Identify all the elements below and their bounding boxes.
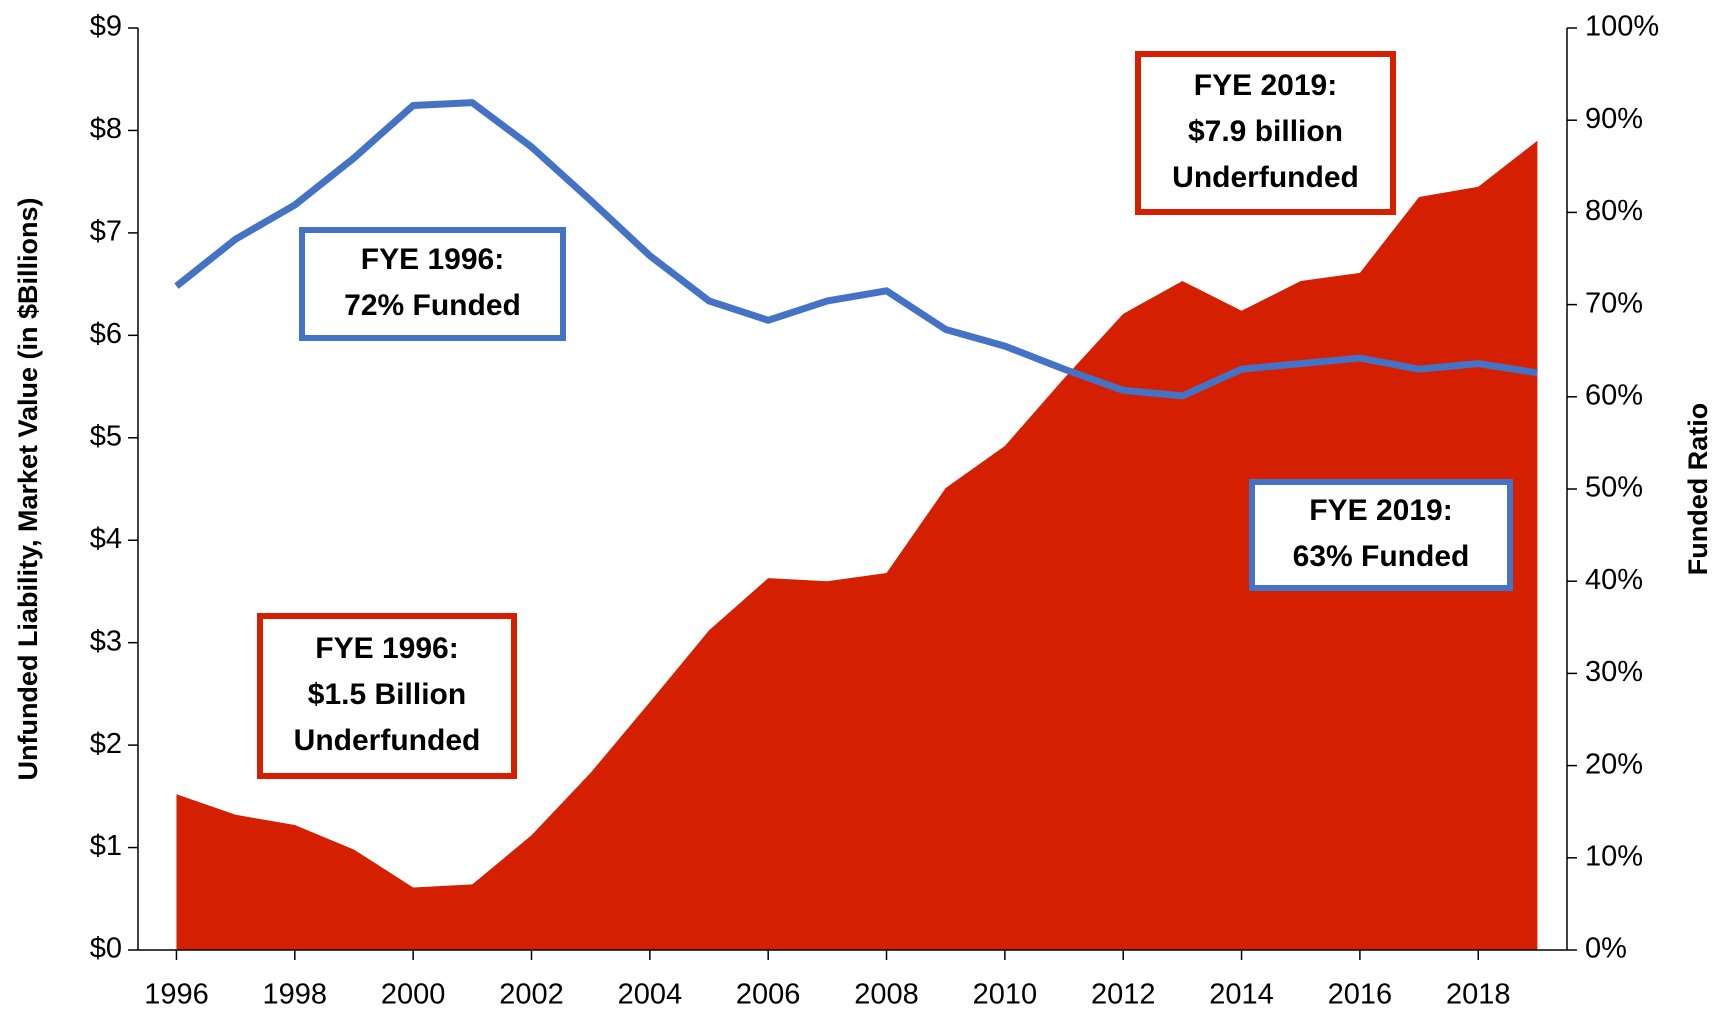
x-tick-label: 2006 [736, 979, 801, 1011]
annotation-box [1249, 479, 1513, 591]
y-tick-label: $9 [90, 11, 122, 43]
y2-tick-label: 0% [1585, 933, 1627, 965]
annotation-text: 72% Funded [344, 289, 521, 322]
x-tick-label: 2012 [1091, 979, 1156, 1011]
x-tick-label: 2010 [973, 979, 1038, 1011]
annotation-text: FYE 2019: [1309, 494, 1452, 527]
x-tick-label: 2002 [499, 979, 564, 1011]
annotation-box [1135, 51, 1396, 215]
y-tick-label: $2 [90, 728, 122, 760]
x-tick-label: 2004 [618, 979, 683, 1011]
annotation: FYE 1996: $1.5 Billion Underfunded [257, 613, 517, 779]
y2-axis-title: Funded Ratio [1683, 403, 1713, 575]
x-tick-label: 2014 [1209, 979, 1274, 1011]
area [176, 140, 1538, 950]
annotation-text: FYE 2019: [1194, 69, 1337, 102]
y-tick-label: $8 [90, 113, 122, 145]
y2-tick-label: 80% [1585, 195, 1643, 227]
x-tick-label: 2008 [854, 979, 919, 1011]
y2-tick-label: 60% [1585, 379, 1643, 411]
annotation-box [299, 227, 566, 341]
x-tick-label: 1998 [263, 979, 328, 1011]
annotation-text: 63% Funded [1293, 540, 1470, 573]
y-axis-title: Unfunded Liability, Market Value (in $Bi… [13, 197, 43, 780]
x-tick-label: 1996 [144, 979, 209, 1011]
annotation-text: Underfunded [294, 724, 481, 757]
x-tick-label: 2016 [1328, 979, 1393, 1011]
y-tick-label: $6 [90, 318, 122, 350]
annotation-text: Underfunded [1172, 161, 1359, 194]
y2-tick-label: 30% [1585, 656, 1643, 688]
y2-tick-label: 10% [1585, 840, 1643, 872]
annotation-text: FYE 1996: [315, 632, 458, 665]
y2-tick-label: 100% [1585, 11, 1659, 43]
y-tick-label: $0 [90, 933, 122, 965]
annotation-text: FYE 1996: [361, 243, 504, 276]
y2-tick-label: 90% [1585, 103, 1643, 135]
y-tick-label: $7 [90, 216, 122, 248]
line [174, 99, 1538, 400]
y-tick-label: $5 [90, 420, 122, 452]
annotation: FYE 2019: $7.9 billion Underfunded [1135, 51, 1396, 215]
y2-tick-label: 20% [1585, 748, 1643, 780]
annotation-text: $7.9 billion [1188, 115, 1343, 148]
y-tick-label: $4 [90, 523, 122, 555]
x-tick-label: 2018 [1446, 979, 1511, 1011]
y2-tick-label: 70% [1585, 287, 1643, 319]
y2-tick-label: 40% [1585, 564, 1643, 596]
y-tick-label: $1 [90, 830, 122, 862]
y-tick-label: $3 [90, 625, 122, 657]
annotation-box [257, 613, 517, 779]
annotation: FYE 1996: 72% Funded [299, 227, 566, 341]
y2-tick-label: 50% [1585, 472, 1643, 504]
annotation: FYE 2019: 63% Funded [1249, 479, 1513, 591]
annotation-text: $1.5 Billion [308, 678, 466, 711]
x-tick-label: 2000 [381, 979, 446, 1011]
